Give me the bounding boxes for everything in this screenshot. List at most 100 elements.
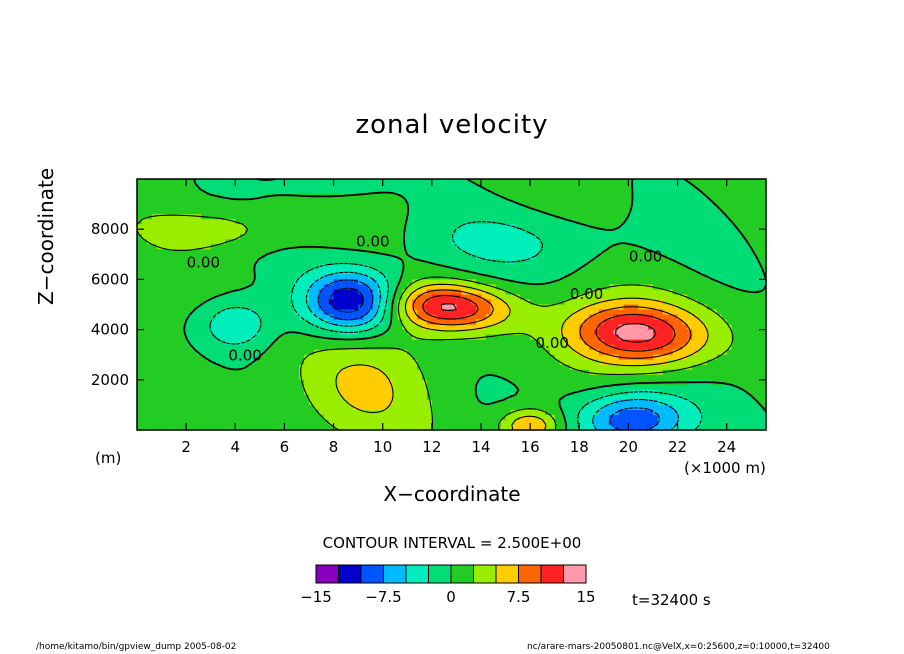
field-cell bbox=[412, 344, 418, 351]
field-cell bbox=[284, 309, 290, 316]
field-cell bbox=[495, 224, 502, 230]
field-cell bbox=[279, 279, 286, 286]
field-cell bbox=[638, 224, 644, 230]
field-cell bbox=[495, 319, 502, 326]
field-cell bbox=[328, 219, 335, 225]
field-cell bbox=[151, 309, 158, 316]
field-cell bbox=[525, 354, 531, 361]
field-cell bbox=[554, 259, 561, 265]
field-cell bbox=[259, 279, 266, 286]
field-cell bbox=[363, 214, 369, 220]
field-cell bbox=[761, 219, 767, 225]
field-cell bbox=[318, 309, 325, 316]
field-cell bbox=[741, 334, 747, 341]
field-cell bbox=[500, 204, 507, 210]
field-cell bbox=[181, 234, 187, 240]
field-cell bbox=[186, 289, 192, 296]
field-cell bbox=[716, 314, 723, 321]
field-cell bbox=[215, 319, 222, 326]
field-cell bbox=[230, 299, 236, 306]
field-cell bbox=[348, 224, 354, 230]
field-cell bbox=[535, 244, 541, 250]
field-cell bbox=[539, 179, 546, 185]
field-cell bbox=[338, 229, 344, 235]
field-cell bbox=[746, 314, 752, 321]
field-cell bbox=[146, 369, 153, 376]
field-cell bbox=[461, 259, 467, 265]
field-cell bbox=[210, 194, 217, 200]
field-cell bbox=[230, 264, 236, 270]
field-cell bbox=[304, 204, 310, 210]
field-cell bbox=[741, 284, 747, 291]
field-cell bbox=[598, 189, 605, 195]
field-cell bbox=[598, 369, 605, 376]
field-cell bbox=[230, 349, 236, 356]
field-cell bbox=[358, 369, 364, 376]
field-cell bbox=[672, 284, 679, 291]
field-cell bbox=[205, 199, 212, 205]
field-cell bbox=[436, 344, 443, 351]
field-cell bbox=[638, 199, 644, 205]
field-cell bbox=[333, 189, 340, 195]
field-cell bbox=[603, 194, 610, 200]
field-cell bbox=[176, 239, 182, 245]
x-unit-right-label: (×1000 m) bbox=[684, 459, 766, 477]
field-cell bbox=[667, 354, 674, 361]
field-cell bbox=[426, 354, 433, 361]
field-cell bbox=[613, 324, 620, 331]
field-cell bbox=[407, 354, 413, 361]
field-cell bbox=[716, 319, 723, 326]
field-cell bbox=[638, 269, 644, 275]
field-cell bbox=[662, 224, 669, 230]
field-cell bbox=[569, 264, 575, 270]
field-cell bbox=[392, 359, 399, 366]
field-cell bbox=[525, 364, 531, 371]
field-cell bbox=[731, 339, 738, 346]
field-cell bbox=[333, 284, 340, 291]
field-cell bbox=[608, 284, 615, 291]
field-cell bbox=[294, 324, 300, 331]
field-cell bbox=[574, 304, 580, 311]
field-cell bbox=[643, 314, 649, 321]
field-cell bbox=[515, 354, 521, 361]
field-cell bbox=[230, 359, 236, 366]
field-cell bbox=[490, 289, 497, 296]
field-cell bbox=[692, 279, 698, 286]
field-cell bbox=[485, 274, 492, 280]
field-cell bbox=[367, 364, 374, 371]
field-cell bbox=[707, 314, 713, 321]
field-cell bbox=[731, 194, 738, 200]
field-cell bbox=[476, 214, 482, 220]
field-cell bbox=[515, 224, 521, 230]
field-cell bbox=[422, 369, 428, 376]
field-cell bbox=[554, 184, 561, 190]
field-cell bbox=[549, 259, 556, 265]
field-cell bbox=[289, 354, 295, 361]
field-cell bbox=[692, 329, 698, 336]
field-cell bbox=[761, 259, 767, 265]
field-cell bbox=[426, 304, 433, 311]
field-cell bbox=[584, 299, 590, 306]
field-cell bbox=[589, 239, 595, 245]
field-cell bbox=[466, 179, 472, 185]
field-cell bbox=[151, 254, 158, 260]
field-cell bbox=[264, 349, 271, 356]
field-cell bbox=[643, 284, 649, 291]
field-cell bbox=[308, 359, 315, 366]
field-cell bbox=[210, 284, 217, 291]
field-cell bbox=[235, 269, 241, 275]
field-cell bbox=[677, 339, 684, 346]
field-cell bbox=[569, 254, 575, 260]
field-cell bbox=[657, 319, 664, 326]
field-cell bbox=[485, 209, 492, 215]
field-cell bbox=[308, 349, 315, 356]
field-cell bbox=[751, 284, 757, 291]
field-cell bbox=[220, 329, 227, 336]
field-cell bbox=[151, 269, 158, 275]
field-cell bbox=[284, 204, 290, 210]
field-cell bbox=[662, 179, 669, 185]
field-cell bbox=[328, 209, 335, 215]
field-cell bbox=[343, 244, 349, 250]
field-cell bbox=[510, 309, 516, 316]
field-cell bbox=[215, 284, 222, 291]
